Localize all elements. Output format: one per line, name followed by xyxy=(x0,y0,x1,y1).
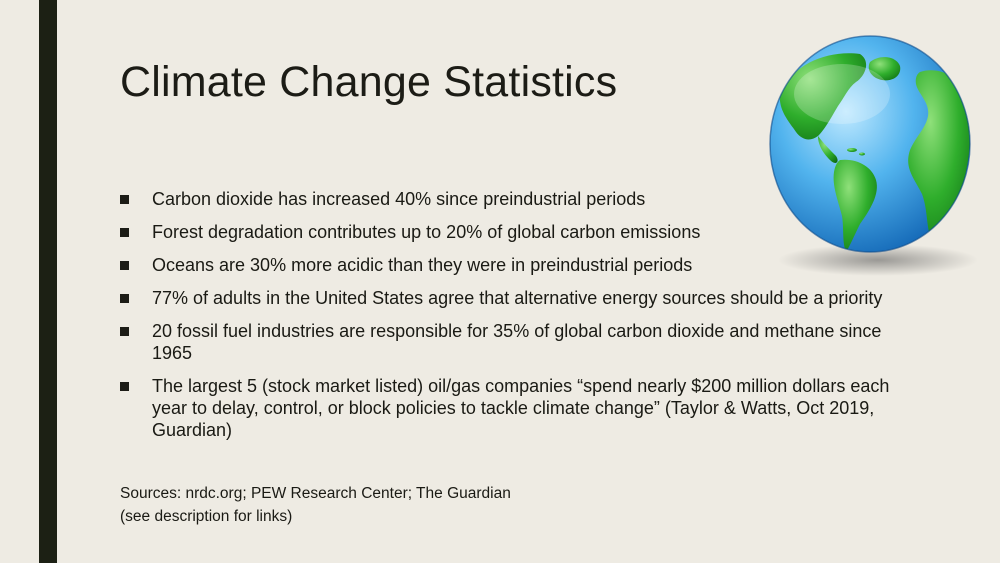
bullet-text: 77% of adults in the United States agree… xyxy=(152,288,883,308)
globe-icon xyxy=(769,35,978,276)
bullet-text: 20 fossil fuel industries are responsibl… xyxy=(152,321,882,363)
slide-title: Climate Change Statistics xyxy=(120,58,618,106)
bullet-marker xyxy=(120,294,129,303)
bullet-item: The largest 5 (stock market listed) oil/… xyxy=(118,375,898,441)
bullet-marker xyxy=(120,195,129,204)
bullet-item: 20 fossil fuel industries are responsibl… xyxy=(118,320,898,364)
bullet-text: The largest 5 (stock market listed) oil/… xyxy=(152,376,890,440)
bullet-item: 77% of adults in the United States agree… xyxy=(118,287,898,309)
bullet-list: Carbon dioxide has increased 40% since p… xyxy=(118,188,898,452)
bullet-item: Carbon dioxide has increased 40% since p… xyxy=(118,188,898,210)
bullet-marker xyxy=(120,327,129,336)
bullet-marker xyxy=(120,382,129,391)
bullet-text: Oceans are 30% more acidic than they wer… xyxy=(152,255,693,275)
bullet-item: Forest degradation contributes up to 20%… xyxy=(118,221,898,243)
bullet-marker xyxy=(120,261,129,270)
bullet-text: Carbon dioxide has increased 40% since p… xyxy=(152,189,646,209)
sources-description-note: (see description for links) xyxy=(120,508,293,525)
sources-note: Sources: nrdc.org; PEW Research Center; … xyxy=(120,482,511,528)
sources-line: Sources: nrdc.org; PEW Research Center; … xyxy=(120,485,511,502)
bullet-text: Forest degradation contributes up to 20%… xyxy=(152,222,701,242)
bullet-item: Oceans are 30% more acidic than they wer… xyxy=(118,254,898,276)
slide-side-bar xyxy=(39,0,57,563)
bullet-marker xyxy=(120,228,129,237)
